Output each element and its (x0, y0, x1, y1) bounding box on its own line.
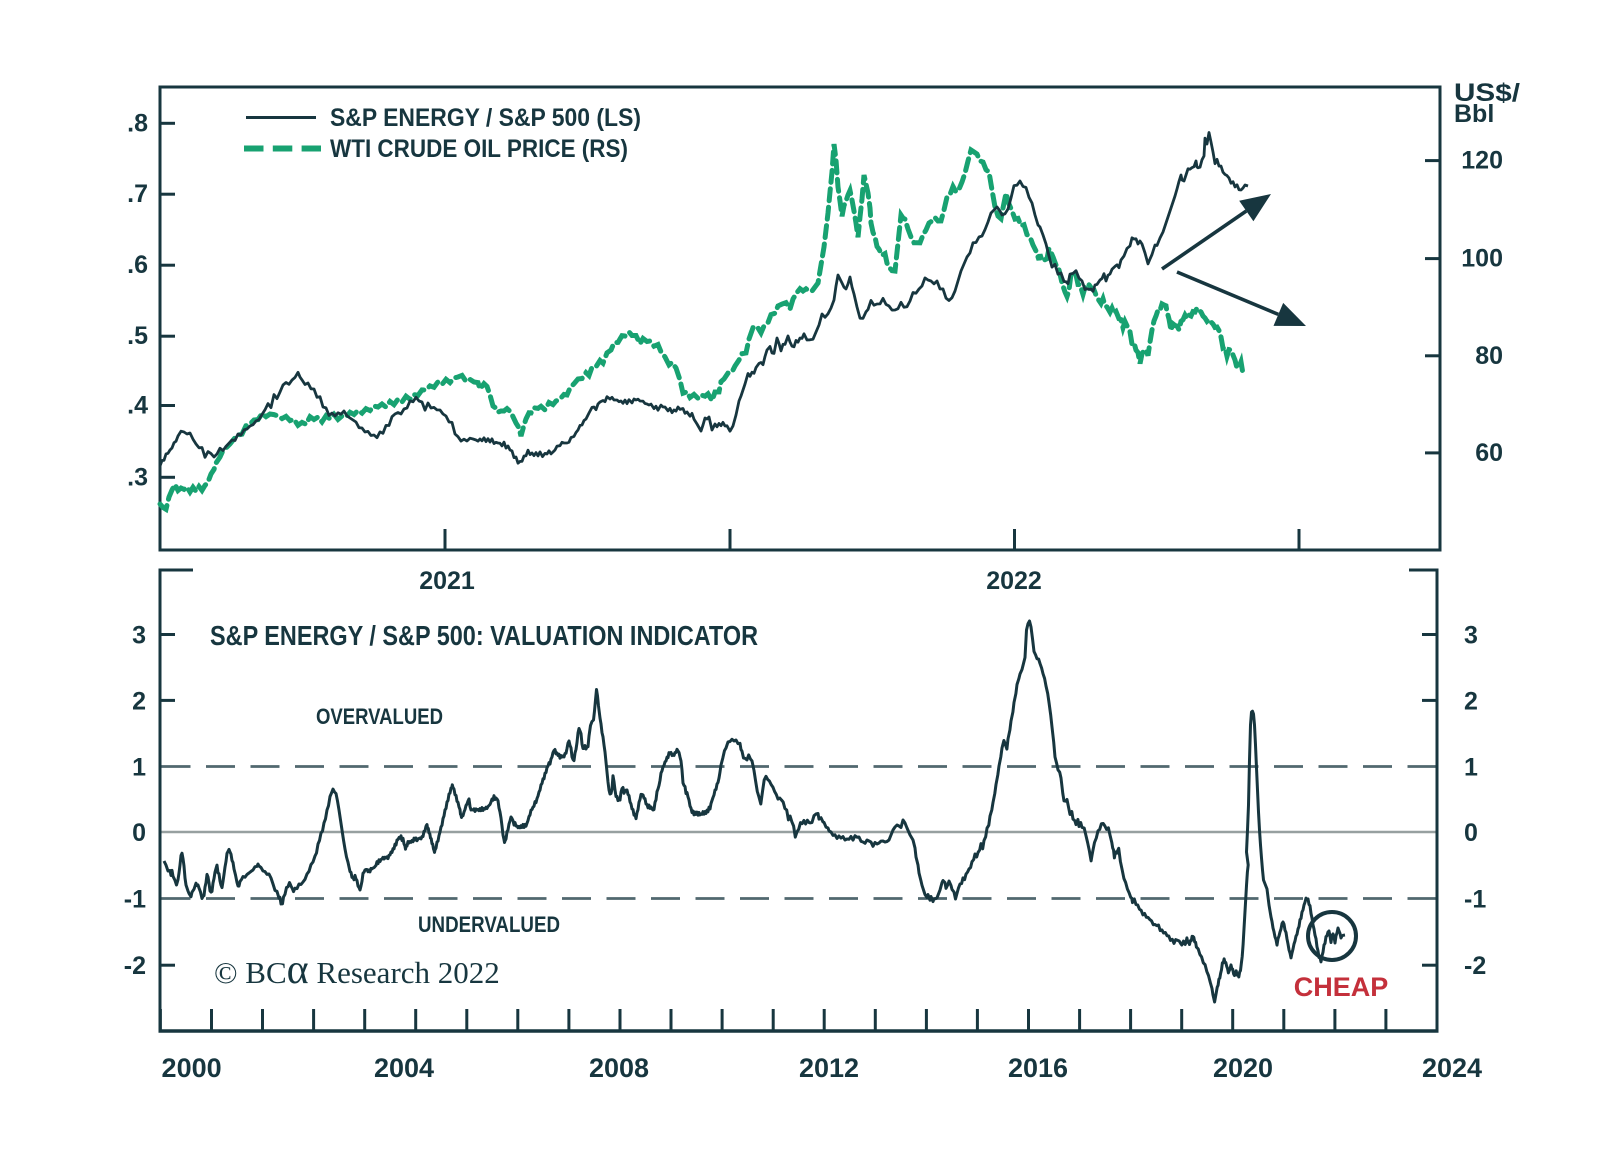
svg-text:0: 0 (132, 819, 146, 847)
svg-text:.8: .8 (127, 109, 148, 137)
svg-text:3: 3 (1464, 622, 1478, 650)
svg-text:.4: .4 (127, 392, 148, 420)
svg-text:2022: 2022 (986, 567, 1042, 595)
svg-text:© BCα Research 2022: © BCα Research 2022 (214, 947, 500, 993)
svg-text:2: 2 (1464, 687, 1478, 715)
svg-text:.6: .6 (127, 251, 148, 279)
svg-text:2021: 2021 (419, 567, 475, 595)
svg-text:2004: 2004 (374, 1053, 434, 1083)
svg-text:60: 60 (1475, 439, 1503, 467)
svg-text:S&P ENERGY / S&P 500: VALUATIO: S&P ENERGY / S&P 500: VALUATION INDICATO… (210, 620, 758, 651)
svg-text:2020: 2020 (1213, 1053, 1273, 1083)
svg-text:.3: .3 (127, 463, 148, 491)
svg-text:Bbl: Bbl (1454, 100, 1494, 128)
svg-text:3: 3 (132, 622, 146, 650)
svg-text:1: 1 (132, 754, 146, 782)
svg-text:OVERVALUED: OVERVALUED (316, 704, 443, 729)
svg-text:-1: -1 (1464, 886, 1486, 914)
svg-text:-1: -1 (124, 886, 146, 914)
svg-text:2016: 2016 (1008, 1053, 1068, 1083)
svg-text:-2: -2 (124, 952, 146, 980)
svg-text:.7: .7 (127, 180, 148, 208)
svg-text:80: 80 (1475, 342, 1503, 370)
svg-text:WTI CRUDE OIL PRICE (RS): WTI CRUDE OIL PRICE (RS) (330, 135, 628, 163)
svg-text:2008: 2008 (589, 1053, 649, 1083)
svg-text:1: 1 (1464, 754, 1478, 782)
svg-text:2: 2 (132, 687, 146, 715)
svg-text:US$/: US$/ (1454, 79, 1520, 107)
svg-text:CHEAP: CHEAP (1294, 972, 1389, 1002)
svg-text:.5: .5 (127, 322, 148, 350)
svg-text:2012: 2012 (799, 1053, 859, 1083)
svg-text:0: 0 (1464, 819, 1478, 847)
svg-text:UNDERVALUED: UNDERVALUED (418, 912, 560, 937)
svg-text:S&P ENERGY / S&P 500 (LS): S&P ENERGY / S&P 500 (LS) (330, 104, 641, 132)
svg-text:100: 100 (1461, 245, 1503, 273)
svg-text:2000: 2000 (162, 1053, 222, 1083)
svg-text:-2: -2 (1464, 952, 1486, 980)
svg-text:2024: 2024 (1422, 1053, 1482, 1083)
svg-text:120: 120 (1461, 147, 1503, 175)
